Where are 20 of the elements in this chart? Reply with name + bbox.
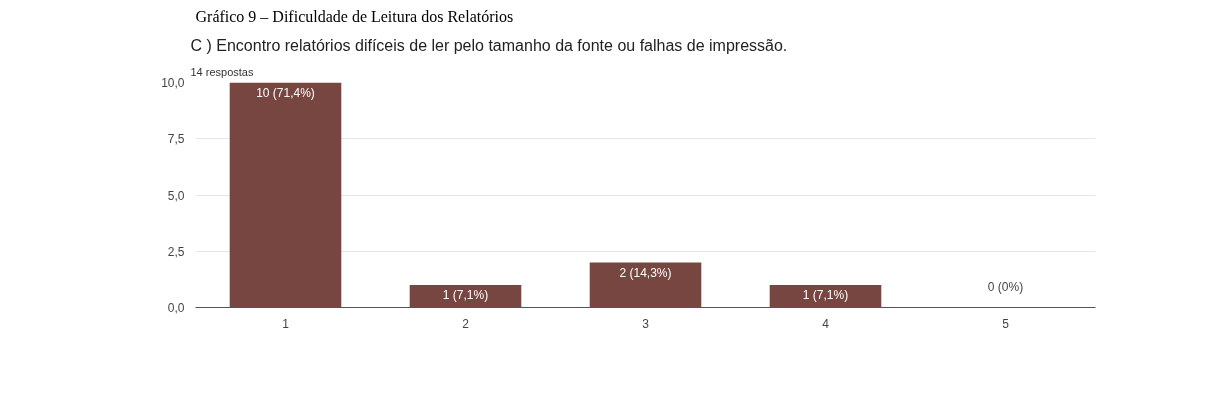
- bar: [589, 262, 702, 308]
- data-label: 2 (14,3%): [619, 265, 672, 280]
- data-label: 1 (7,1%): [802, 288, 849, 302]
- y-tick-label: 10,0: [161, 76, 185, 90]
- x-tick-label: 3: [642, 316, 650, 331]
- y-tick-label: 0,0: [167, 301, 185, 315]
- x-tick-label: 5: [1002, 316, 1010, 331]
- y-tick-label: 5,0: [167, 188, 185, 203]
- text: Gráfico 9 – Dificuldade de Leitura dos Relatórios: [195, 7, 514, 25]
- x-tick-label: 1: [282, 316, 290, 331]
- chart-subtitle: 14 respostas: [190, 65, 254, 78]
- x-tick-label: 4: [822, 316, 830, 331]
- bar: [229, 82, 342, 308]
- data-label: 10 (71,4%): [256, 85, 315, 100]
- x-tick-label: 2: [462, 316, 470, 331]
- data-label: 1 (7,1%): [442, 288, 489, 302]
- y-tick-label: 2,5: [167, 244, 185, 259]
- y-tick-label: 7,5: [167, 132, 185, 147]
- chart-title: C ) Encontro relatórios difíceis de ler pelo tamanho da fonte ou falhas de impressão.: [190, 36, 788, 54]
- data-label: 0 (0%): [987, 279, 1024, 294]
